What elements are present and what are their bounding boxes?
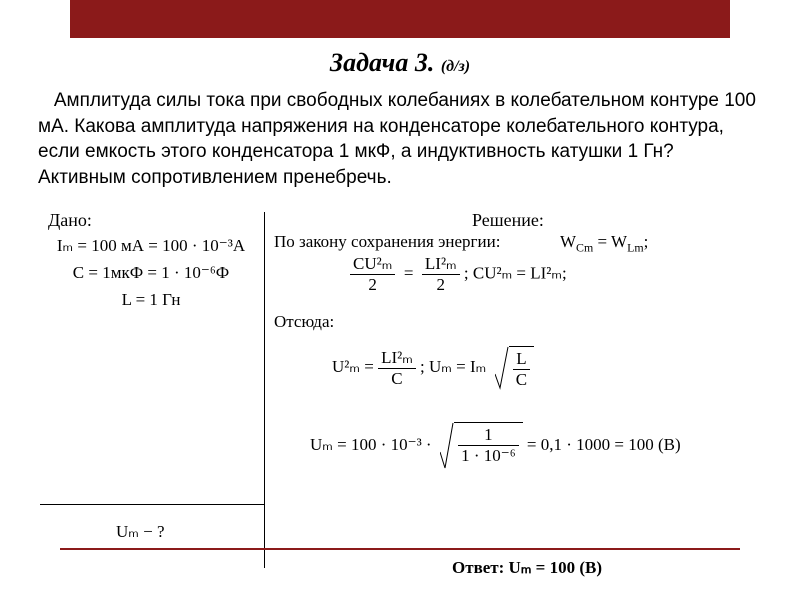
u-eq-text: ; Uₘ = Iₘ [420,357,486,376]
calc-num: 1 [458,425,519,446]
given-label: Дано: [48,210,92,231]
answer: Ответ: Uₘ = 100 (В) [452,558,602,578]
given-inductance: L = 1 Гн [46,286,256,313]
vertical-divider [264,212,265,568]
derive-um: U²ₘ = LI²ₘC ; Uₘ = Iₘ LC [332,346,534,390]
sqrt-den: C [513,370,530,390]
u2-den: C [378,369,416,389]
calc-pre: Uₘ = 100 · 10⁻³ · [310,435,432,454]
given-current: Iₘ = 100 мА = 100 · 10⁻³А [46,232,256,259]
problem-statement: Амплитуда силы тока при свободных колеба… [38,88,762,191]
sqrt-num: L [513,349,530,370]
energy-simplified: CU²ₘ = LI²ₘ; [473,263,567,282]
sqrt-lc: LC [495,346,534,390]
to-find: Uₘ − ? [116,522,165,542]
problem-text: Амплитуда силы тока при свободных колеба… [38,90,756,188]
bottom-accent-line [60,548,740,550]
given-divider [40,504,264,505]
frac-left-num: CU²ₘ [350,254,395,275]
calc-den: 1 · 10⁻⁶ [458,446,519,466]
energy-law-eq: WCm = WLm; [560,232,648,255]
title-sub: (д/з) [441,58,470,75]
calc-post: = 0,1 · 1000 = 100 (В) [527,435,681,454]
energy-fractions: CU²ₘ2 = LI²ₘ2 ; CU²ₘ = LI²ₘ; [350,254,567,295]
title-main: Задача 3. [330,48,434,77]
hence-label: Отсюда: [274,312,334,332]
given-block: Iₘ = 100 мА = 100 · 10⁻³А C = 1мкФ = 1 ·… [46,232,256,314]
u2-left: U²ₘ = [332,357,374,376]
energy-law-text: По закону сохранения энергии: [274,232,500,252]
u2-num: LI²ₘ [378,348,416,369]
header-accent-bar [70,0,730,38]
frac-right-den: 2 [422,275,460,295]
frac-left-den: 2 [350,275,395,295]
problem-title: Задача 3. (д/з) [0,48,800,78]
sqrt-calc: 11 · 10⁻⁶ [440,422,523,470]
frac-right-num: LI²ₘ [422,254,460,275]
given-capacitance: C = 1мкФ = 1 · 10⁻⁶Ф [46,259,256,286]
solution-label: Решение: [472,210,544,231]
calculation: Uₘ = 100 · 10⁻³ · 11 · 10⁻⁶ = 0,1 · 1000… [310,422,681,470]
